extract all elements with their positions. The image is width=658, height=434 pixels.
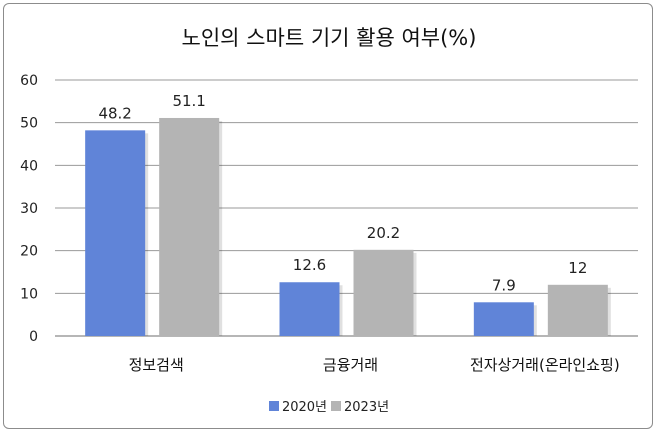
data-label: 7.9 [492, 276, 516, 294]
legend-item-2023: 2023년 [331, 396, 389, 415]
legend-swatch-2023 [331, 400, 341, 411]
legend-label-2020: 2020년 [281, 400, 327, 415]
bar [159, 117, 220, 337]
data-label: 51.1 [172, 92, 205, 110]
y-tick-label: 20 [20, 244, 38, 260]
data-label: 12 [568, 259, 587, 277]
x-tick-label: 전자상거래(온라인쇼핑) [470, 356, 620, 374]
chart-title: 노인의 스마트 기기 활용 여부(%) [181, 26, 477, 50]
bar [547, 284, 608, 336]
bar [85, 130, 146, 336]
x-tick-label: 금융거래 [323, 356, 378, 374]
y-tick-label: 60 [20, 73, 38, 89]
bar [279, 282, 340, 336]
legend-swatch-2020 [268, 400, 279, 411]
data-label: 12.6 [293, 256, 326, 274]
data-label: 48.2 [98, 104, 131, 122]
y-tick-label: 0 [29, 329, 38, 345]
legend-item-2020: 2020년 [268, 396, 327, 415]
legend: 2020년 2023년 [0, 396, 658, 415]
y-tick-label: 30 [20, 201, 38, 217]
bar [353, 249, 414, 336]
y-tick-label: 50 [20, 116, 38, 132]
x-tick-label: 정보검색 [129, 356, 184, 374]
y-tick-label: 40 [20, 158, 38, 174]
data-label: 20.2 [367, 224, 400, 242]
bar [473, 302, 534, 336]
legend-label-2023: 2023년 [344, 400, 390, 415]
y-tick-label: 10 [20, 286, 38, 302]
